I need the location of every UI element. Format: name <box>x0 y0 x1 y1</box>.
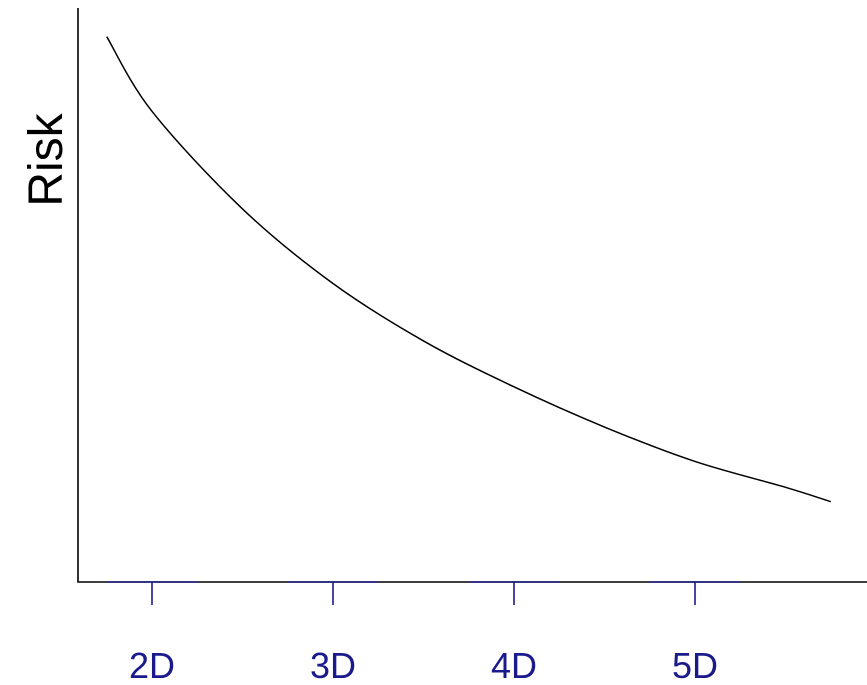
chart-axes <box>77 8 867 583</box>
x-tick-label: 5D <box>672 645 718 685</box>
x-tick-label: 4D <box>491 645 537 685</box>
y-axis-label: Risk <box>20 112 73 206</box>
x-tick-label: 2D <box>129 645 175 685</box>
x-ticks <box>151 582 696 605</box>
x-tick-label: 3D <box>310 645 356 685</box>
risk-curve-line <box>106 36 831 503</box>
x-tick-labels: 2D 3D 4D 5D <box>129 645 718 685</box>
series-layer <box>106 36 831 503</box>
